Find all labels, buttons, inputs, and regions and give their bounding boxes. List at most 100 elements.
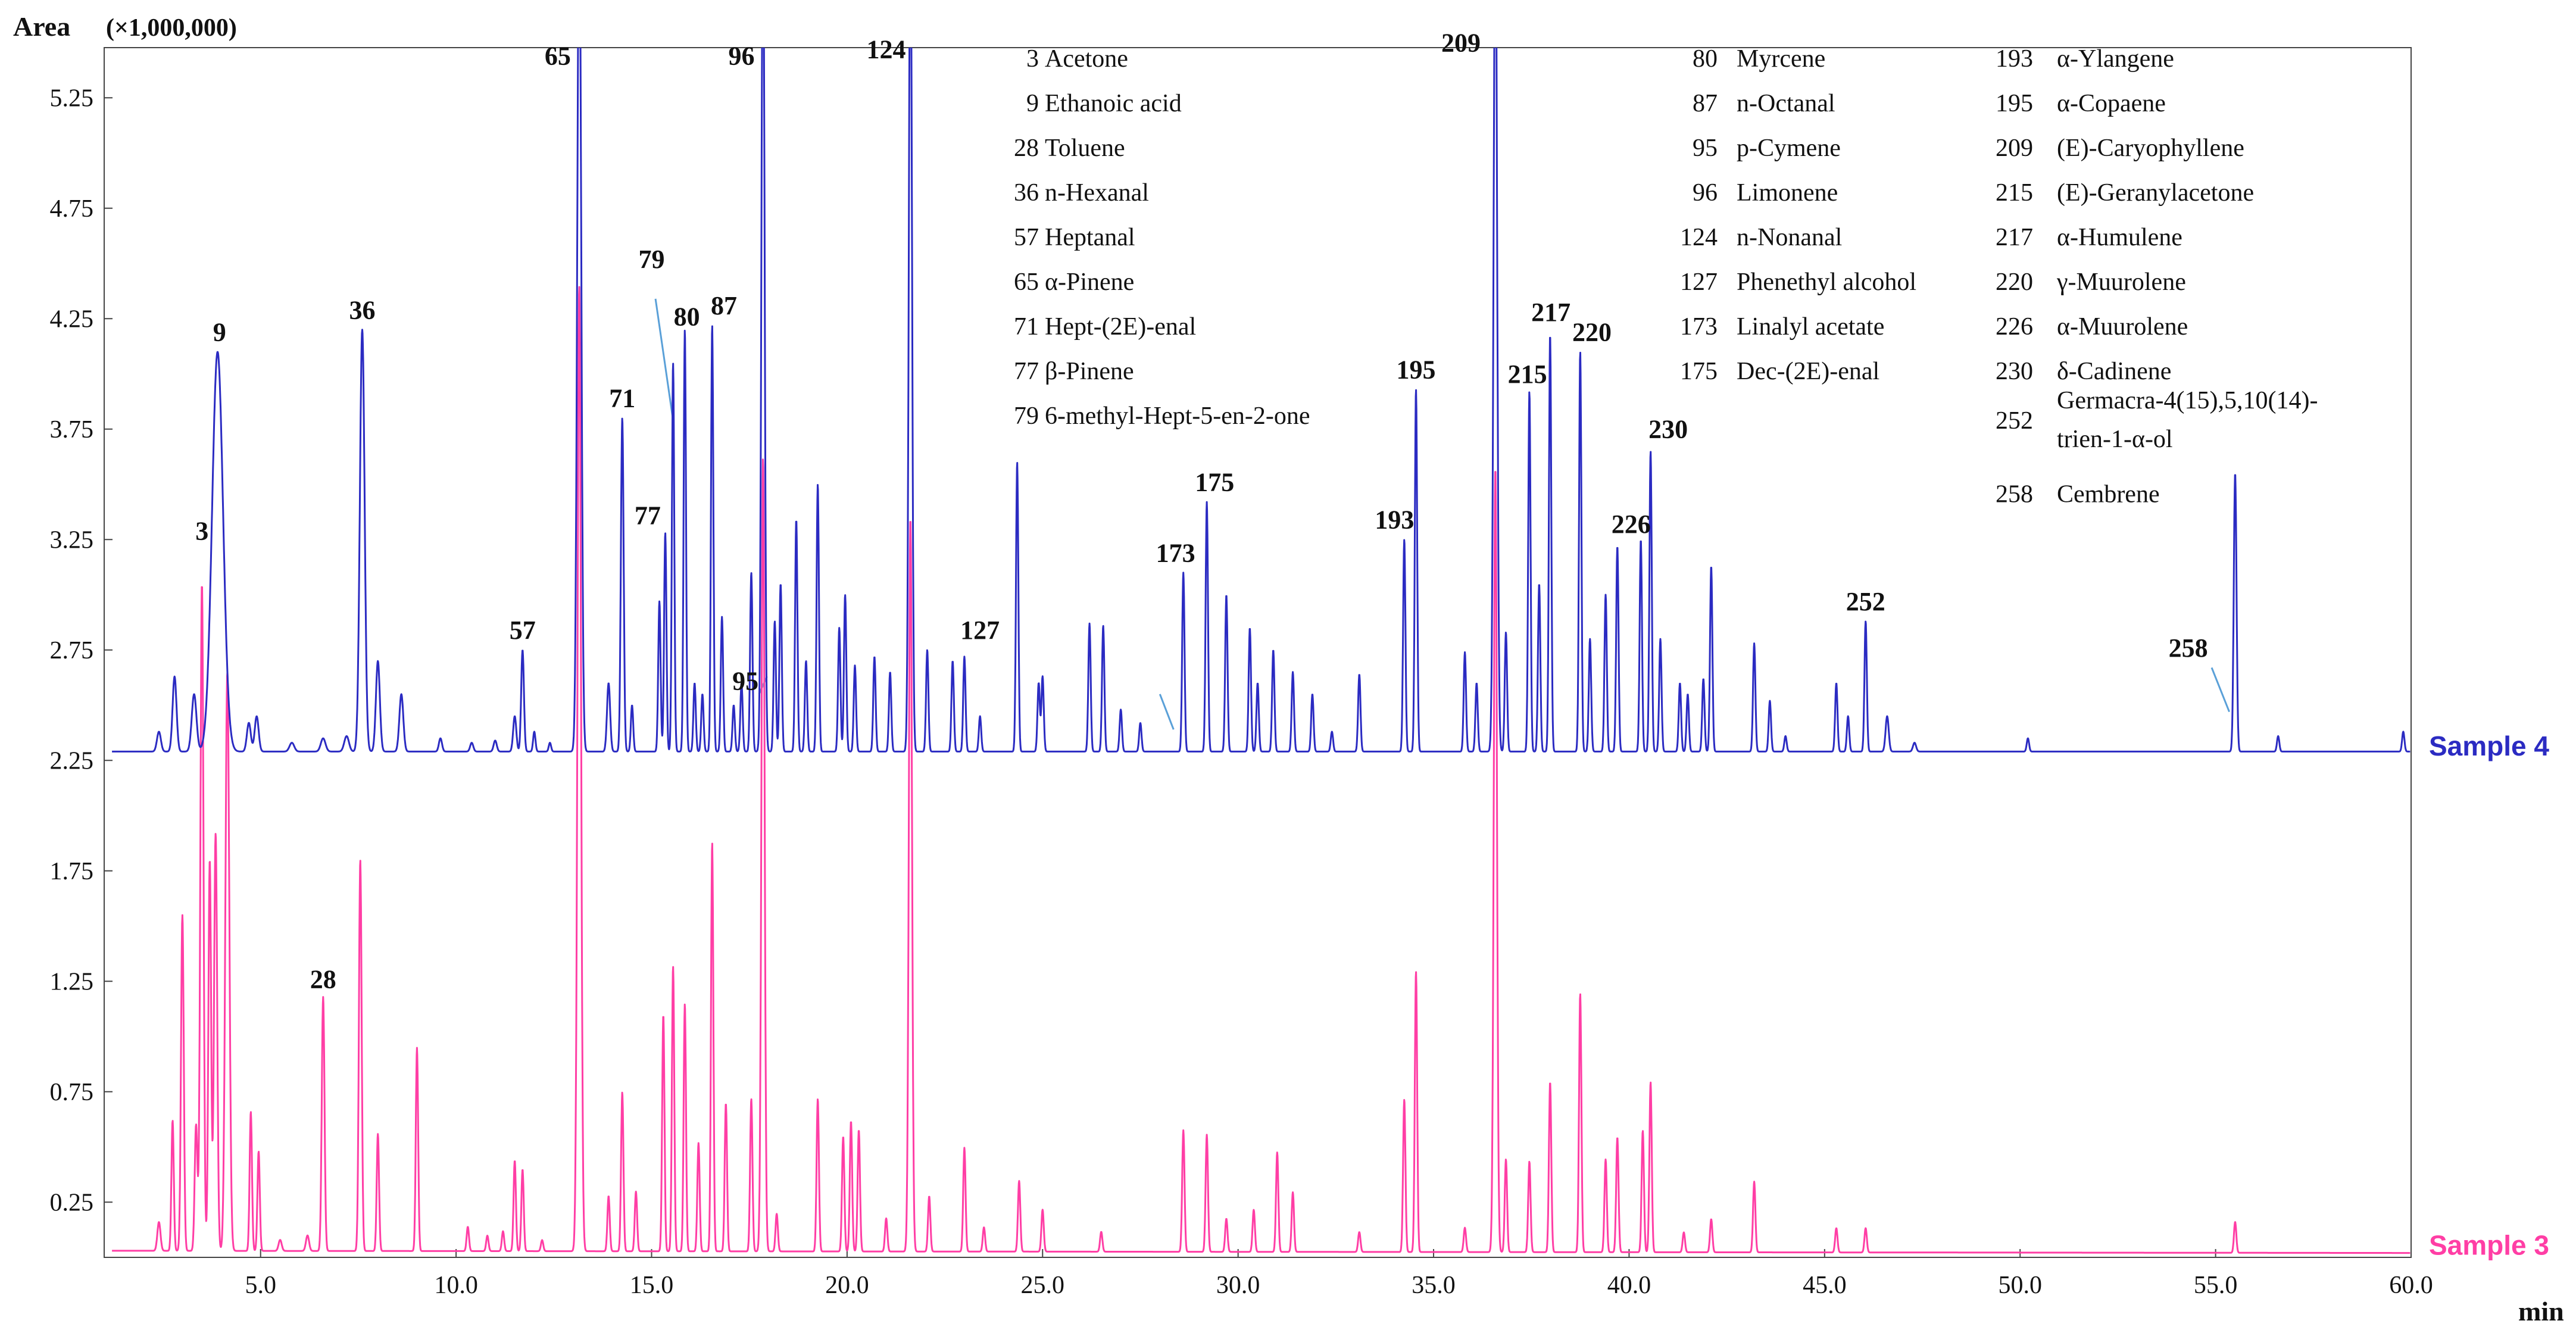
y-tick-label: 5.25 bbox=[50, 85, 94, 112]
legend-name: (E)-Caryophyllene bbox=[2057, 135, 2244, 162]
trace-sample-3 bbox=[111, 286, 2411, 1254]
legend-name: α-Muurolene bbox=[2057, 313, 2188, 341]
legend-number: 230 bbox=[1996, 358, 2033, 385]
plot-frame bbox=[104, 47, 2412, 1258]
legend-number: 77 bbox=[1014, 358, 1039, 385]
peak-label: 3 bbox=[195, 516, 208, 545]
peak-label: 9 bbox=[213, 317, 226, 346]
peak-label: 175 bbox=[1195, 468, 1234, 497]
x-tick-label: 40.0 bbox=[1607, 1272, 1651, 1299]
legend-name: α-Pinene bbox=[1045, 269, 1134, 296]
legend-number: 3 bbox=[1026, 45, 1039, 73]
peak-label: 193 bbox=[1375, 505, 1414, 535]
legend-number: 252 bbox=[1996, 407, 2033, 435]
legend-name: β-Pinene bbox=[1045, 358, 1134, 385]
legend-number: 95 bbox=[1693, 135, 1718, 162]
legend-name: Acetone bbox=[1045, 45, 1128, 73]
legend-name: n-Hexanal bbox=[1045, 179, 1149, 207]
peak-label: 209 bbox=[1441, 28, 1481, 57]
legend-number: 9 bbox=[1026, 90, 1039, 117]
legend-name: (E)-Geranylacetone bbox=[2057, 179, 2254, 207]
legend-name: δ-Cadinene bbox=[2057, 358, 2171, 385]
legend-name: Limonene bbox=[1737, 179, 1838, 207]
leader-line bbox=[2210, 667, 2230, 713]
legend-number: 71 bbox=[1014, 313, 1039, 341]
legend-number: 127 bbox=[1680, 269, 1718, 296]
peak-label: 65 bbox=[545, 42, 571, 71]
peak-label: 230 bbox=[1648, 415, 1688, 444]
y-tick-label: 2.75 bbox=[50, 637, 94, 664]
legend-number: 36 bbox=[1014, 179, 1039, 207]
legend-name: Heptanal bbox=[1045, 224, 1135, 251]
legend-number: 193 bbox=[1996, 45, 2033, 73]
legend-number: 87 bbox=[1693, 90, 1718, 117]
legend-name: n-Nonanal bbox=[1737, 224, 1842, 251]
x-axis-title: min bbox=[2518, 1296, 2564, 1326]
legend-name: Dec-(2E)-enal bbox=[1737, 358, 1879, 385]
x-tick-label: 10.0 bbox=[434, 1272, 478, 1299]
legend-name: Ethanoic acid bbox=[1045, 90, 1182, 117]
y-axis-unit: (×1,000,000) bbox=[106, 14, 237, 42]
y-tick-label: 1.25 bbox=[50, 968, 94, 995]
y-tick-label: 2.25 bbox=[50, 747, 94, 775]
x-tick-label: 20.0 bbox=[825, 1272, 869, 1299]
peak-label: 226 bbox=[1612, 510, 1651, 539]
legend-number: 28 bbox=[1014, 135, 1039, 162]
peak-label: 252 bbox=[1846, 587, 1885, 616]
legend-number: 96 bbox=[1693, 179, 1718, 207]
series-label: Sample 3 bbox=[2429, 1229, 2549, 1260]
legend-name: Germacra-4(15),5,10(14)-trien-1-α-ol bbox=[2057, 387, 2318, 453]
legend-number: 217 bbox=[1996, 224, 2033, 251]
x-tick-label: 50.0 bbox=[1998, 1272, 2042, 1299]
legend-number: 124 bbox=[1680, 224, 1718, 251]
legend-name: α-Humulene bbox=[2057, 224, 2182, 251]
y-tick-label: 3.25 bbox=[50, 526, 94, 554]
x-tick-label: 30.0 bbox=[1216, 1272, 1260, 1299]
x-tick-label: 15.0 bbox=[630, 1272, 674, 1299]
legend-name: Toluene bbox=[1045, 135, 1125, 162]
legend-name: n-Octanal bbox=[1737, 90, 1835, 117]
y-tick-label: 0.25 bbox=[50, 1189, 94, 1216]
legend-number: 258 bbox=[1996, 480, 2033, 508]
peak-label: 71 bbox=[609, 384, 635, 413]
x-tick-label: 55.0 bbox=[2194, 1272, 2238, 1299]
legend-number: 79 bbox=[1014, 402, 1039, 430]
legend-number: 215 bbox=[1996, 179, 2033, 207]
legend-name: Cembrene bbox=[2057, 480, 2160, 508]
y-axis-title: Area bbox=[13, 11, 70, 42]
x-tick-label: 60.0 bbox=[2389, 1272, 2433, 1299]
leader-line bbox=[1159, 694, 1175, 730]
legend-name: p-Cymene bbox=[1737, 135, 1841, 162]
legend-name: α-Copaene bbox=[2057, 90, 2166, 117]
peak-label: 80 bbox=[674, 302, 700, 331]
legend-number: 209 bbox=[1996, 135, 2033, 162]
legend-name: 6-methyl-Hept-5-en-2-one bbox=[1045, 402, 1310, 430]
peak-label: 220 bbox=[1572, 317, 1612, 346]
peak-label: 217 bbox=[1531, 298, 1570, 327]
legend-number: 220 bbox=[1996, 269, 2033, 296]
peak-label: 28 bbox=[310, 964, 336, 994]
legend-number: 57 bbox=[1014, 224, 1039, 251]
legend-number: 226 bbox=[1996, 313, 2033, 341]
x-tick-label: 35.0 bbox=[1412, 1272, 1456, 1299]
x-tick-label: 45.0 bbox=[1803, 1272, 1847, 1299]
peak-label: 77 bbox=[635, 501, 661, 530]
peak-label: 57 bbox=[510, 616, 536, 645]
legend-name: α-Ylangene bbox=[2057, 45, 2174, 73]
y-tick-label: 0.75 bbox=[50, 1079, 94, 1106]
series-label: Sample 4 bbox=[2429, 730, 2549, 761]
legend-number: 173 bbox=[1680, 313, 1718, 341]
peak-label: 215 bbox=[1508, 360, 1547, 389]
legend-name: Myrcene bbox=[1737, 45, 1825, 73]
peak-label: 36 bbox=[349, 295, 375, 324]
peak-label: 127 bbox=[960, 616, 1000, 645]
peak-label: 173 bbox=[1156, 538, 1195, 567]
legend-name: Phenethyl alcohol bbox=[1737, 269, 1916, 296]
trace-sample-4 bbox=[111, 48, 2411, 753]
x-tick-label: 25.0 bbox=[1021, 1272, 1065, 1299]
peak-label: 87 bbox=[711, 291, 737, 320]
peak-label: 95 bbox=[732, 667, 758, 696]
peak-label: 96 bbox=[729, 42, 755, 71]
y-tick-label: 1.75 bbox=[50, 858, 94, 885]
